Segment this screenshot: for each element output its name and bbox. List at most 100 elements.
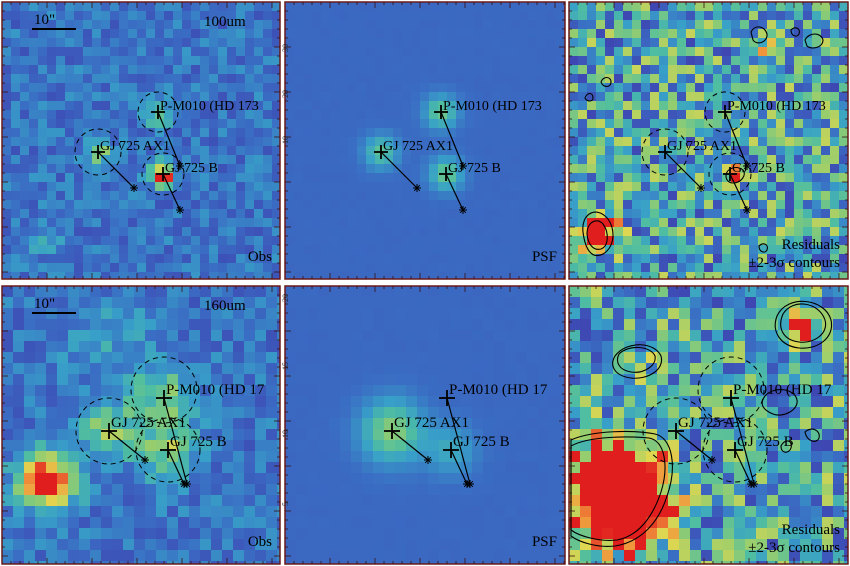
pixel <box>90 319 102 331</box>
pixel <box>272 29 280 39</box>
pixel <box>68 517 80 529</box>
pixel <box>307 352 319 364</box>
pixel <box>830 227 840 237</box>
pixel <box>393 218 403 228</box>
pixel <box>803 38 813 48</box>
pixel <box>145 341 157 353</box>
pixel <box>167 341 179 353</box>
pixel <box>146 74 156 84</box>
pixel <box>474 236 484 246</box>
pixel <box>501 110 511 120</box>
pixel <box>119 20 129 30</box>
pixel <box>119 29 129 39</box>
pixel <box>704 137 714 147</box>
pixel <box>137 245 147 255</box>
pixel <box>272 227 280 237</box>
pixel <box>650 155 660 165</box>
pixel <box>357 38 367 48</box>
pixel <box>650 128 660 138</box>
pixel <box>461 330 473 342</box>
pixel <box>505 495 517 507</box>
pixel <box>492 56 502 66</box>
pixel <box>402 56 412 66</box>
pixel <box>266 385 278 397</box>
pixel <box>623 119 633 129</box>
pixel <box>209 65 219 75</box>
pixel <box>472 363 484 375</box>
pixel <box>101 429 113 441</box>
pixel <box>366 272 376 279</box>
pixel <box>137 272 147 279</box>
pixel <box>277 330 280 342</box>
pixel <box>146 200 156 210</box>
pixel <box>29 254 39 264</box>
pixel <box>839 47 848 57</box>
pixel <box>200 2 210 12</box>
pixel <box>330 155 340 165</box>
pixel <box>38 254 48 264</box>
pixel <box>447 272 457 279</box>
pixel <box>11 137 21 147</box>
source-label: GJ 725 B <box>170 434 227 450</box>
pixel <box>74 146 84 156</box>
pixel <box>348 146 358 156</box>
pixel <box>29 74 39 84</box>
pixel <box>233 495 245 507</box>
pixel <box>90 495 102 507</box>
pixel <box>182 254 192 264</box>
pixel <box>447 236 457 246</box>
pixel <box>384 128 394 138</box>
pixel <box>263 236 273 246</box>
pixel <box>47 20 57 30</box>
pixel <box>312 119 322 129</box>
pixel <box>758 110 768 120</box>
pixel <box>227 110 237 120</box>
pixel <box>155 65 165 75</box>
pixel <box>312 182 322 192</box>
pixel <box>758 155 768 165</box>
pixel <box>704 128 714 138</box>
pixel <box>803 137 813 147</box>
pixel <box>713 137 723 147</box>
pixel <box>406 352 418 364</box>
pixel <box>641 164 651 174</box>
pixel <box>749 20 759 30</box>
pixel <box>740 74 750 84</box>
source-label: GJ 725 B <box>453 434 510 450</box>
pixel <box>596 182 606 192</box>
pixel <box>155 38 165 48</box>
pixel <box>362 319 374 331</box>
pixel <box>528 146 538 156</box>
pixel <box>731 218 741 228</box>
pixel <box>189 374 201 386</box>
pixel <box>340 561 352 564</box>
pixel <box>417 473 429 485</box>
pixel <box>13 539 25 551</box>
pixel <box>519 209 529 219</box>
pixel <box>24 506 36 518</box>
pixel <box>65 200 75 210</box>
pixel <box>366 200 376 210</box>
pixel <box>303 38 313 48</box>
pixel <box>510 38 520 48</box>
pixel <box>596 38 606 48</box>
pixel <box>56 56 66 66</box>
pixel <box>677 20 687 30</box>
pixel <box>794 209 804 219</box>
pixel <box>417 418 429 430</box>
pixel <box>776 2 786 12</box>
pixel <box>351 341 363 353</box>
pixel <box>178 418 190 430</box>
pixel <box>776 218 786 228</box>
pixel <box>731 272 741 279</box>
pixel <box>450 418 462 430</box>
pixel <box>128 236 138 246</box>
pixel <box>351 385 363 397</box>
pixel <box>65 119 75 129</box>
pixel <box>128 11 138 21</box>
pixel <box>182 101 192 111</box>
pixel <box>516 495 528 507</box>
pixel <box>312 227 322 237</box>
pixel <box>605 110 615 120</box>
